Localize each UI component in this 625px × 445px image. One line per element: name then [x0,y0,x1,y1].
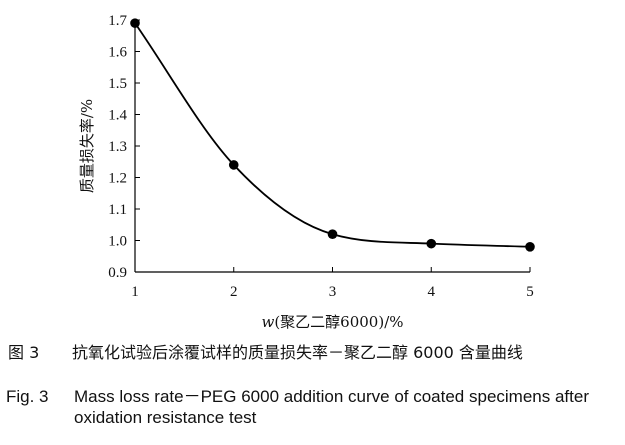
caption-text-chinese: 抗氧化试验后涂覆试样的质量损失率－聚乙二醇 6000 含量曲线 [72,343,523,362]
x-tick-label: 5 [526,284,534,300]
x-axis-title: w(聚乙二醇6000)/% [261,313,403,331]
y-tick-label: 1.6 [108,45,127,61]
x-tick-label: 3 [329,284,337,300]
y-tick-label: 1.2 [108,171,127,187]
x-axis: 1 2 3 4 5 [131,267,534,300]
y-axis-title: 质量损失率/% [78,99,96,193]
data-point [327,229,338,239]
series [130,18,535,252]
figure-number-chinese: 图 3 [8,343,40,362]
figure-caption-chinese: 图 3 抗氧化试验后涂覆试样的质量损失率－聚乙二醇 6000 含量曲线 [0,342,625,363]
caption-text-english: Mass loss rate－PEG 6000 addition curve o… [74,387,589,427]
x-axis-title-unit: (聚乙二醇6000)/% [274,313,403,331]
y-tick-label: 1.3 [108,139,127,155]
y-axis: 0.9 1.0 1.1 1.2 1.3 1.4 1.5 1.6 1.7 [108,13,140,281]
x-tick-label: 4 [428,284,436,300]
y-tick-label: 1.7 [108,13,127,29]
y-tick-label: 1.4 [108,108,127,124]
data-point [228,160,239,170]
data-point [426,238,437,249]
data-point [525,242,535,252]
y-tick-label: 1.0 [108,234,127,250]
y-tick-label: 1.5 [108,76,127,92]
x-tick-label: 2 [230,284,238,300]
chart: 0.9 1.0 1.1 1.2 1.3 1.4 1.5 1.6 1.7 1 2 3 4 5 w(聚乙二醇… [78,13,535,331]
series-line [134,22,531,248]
y-tick-label: 1.1 [108,202,127,218]
data-point [130,18,140,28]
figure-caption-english: Fig. 3 Mass loss rate－PEG 6000 addition … [0,386,625,428]
x-axis-title-variable: w [261,313,274,331]
figure-number-english: Fig. 3 [6,387,49,406]
y-tick-label: 0.9 [108,265,127,281]
x-tick-label: 1 [131,284,139,300]
